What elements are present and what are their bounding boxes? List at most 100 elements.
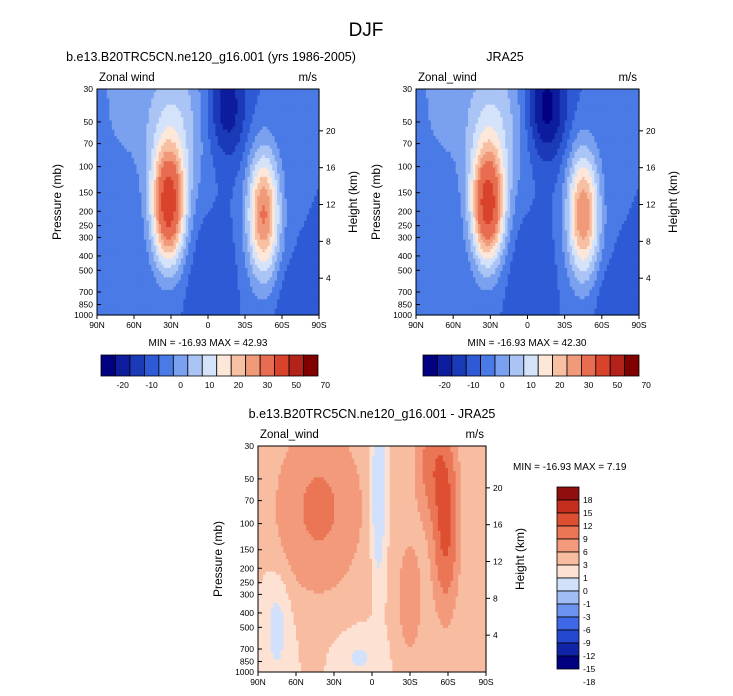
- contour-cell: [148, 117, 152, 121]
- contour-cell: [183, 173, 187, 178]
- contour-cell: [237, 154, 241, 159]
- contour-cell: [269, 110, 273, 115]
- contour-cell: [232, 120, 236, 125]
- contour-cell: [153, 104, 157, 109]
- contour-cell: [171, 158, 175, 162]
- contour-cell: [180, 164, 184, 169]
- contour-cell: [158, 107, 162, 112]
- contour-cell: [314, 145, 318, 150]
- contour-cell: [296, 154, 300, 159]
- contour-cell: [101, 245, 105, 250]
- contour-cell: [175, 186, 179, 191]
- contour-cell: [153, 245, 157, 250]
- contour-cell: [114, 192, 118, 197]
- contour-cell: [156, 114, 160, 118]
- contour-cell: [203, 183, 207, 187]
- contour-cell: [306, 198, 310, 203]
- contour-cell: [156, 167, 160, 172]
- contour-cell: [188, 202, 192, 206]
- contour-cell: [262, 214, 266, 219]
- contour-cell: [146, 151, 150, 156]
- contour-cell: [257, 255, 261, 260]
- contour-cell: [131, 132, 135, 137]
- contour-cell: [237, 145, 241, 150]
- contour-cell: [316, 148, 320, 153]
- contour-cell: [274, 151, 278, 156]
- contour-cell: [240, 180, 244, 184]
- contour-cell: [188, 236, 192, 241]
- contour-cell: [311, 142, 315, 147]
- contour-cell: [304, 214, 308, 219]
- contour-cell: [106, 176, 110, 181]
- contour-cell: [173, 252, 177, 256]
- contour-cell: [121, 158, 125, 162]
- contour-cell: [240, 245, 244, 250]
- contour-cell: [190, 132, 194, 137]
- contour-cell: [183, 217, 187, 222]
- contour-cell: [304, 120, 308, 125]
- contour-cell: [136, 202, 140, 206]
- contour-cell: [237, 183, 241, 187]
- contour-cell: [262, 180, 266, 184]
- contour-cell: [314, 104, 318, 109]
- contour-cell: [222, 107, 226, 112]
- contour-cell: [279, 189, 283, 194]
- contour-cell: [286, 173, 290, 178]
- contour-cell: [195, 123, 199, 128]
- contour-cell: [289, 230, 293, 234]
- contour-cell: [124, 198, 128, 203]
- contour-cell: [116, 208, 120, 213]
- contour-cell: [173, 92, 177, 96]
- contour-cell: [141, 258, 145, 263]
- contour-cell: [240, 148, 244, 153]
- contour-cell: [166, 132, 170, 137]
- contour-cell: [217, 186, 221, 191]
- contour-cell: [158, 126, 162, 131]
- contour-cell: [121, 95, 125, 100]
- contour-cell: [225, 114, 229, 118]
- contour-cell: [116, 136, 120, 140]
- contour-cell: [279, 151, 283, 156]
- contour-cell: [220, 92, 224, 96]
- contour-cell: [274, 142, 278, 147]
- contour-cell: [259, 151, 263, 156]
- contour-cell: [299, 117, 303, 121]
- contour-cell: [166, 189, 170, 194]
- contour-cell: [294, 151, 298, 156]
- contour-cell: [195, 186, 199, 191]
- contour-cell: [314, 195, 318, 200]
- contour-cell: [227, 110, 231, 115]
- contour-cell: [185, 132, 189, 137]
- contour-cell: [264, 126, 268, 131]
- contour-cell: [237, 170, 241, 175]
- contour-cell: [222, 233, 226, 238]
- contour-cell: [294, 195, 298, 200]
- contour-cell: [269, 123, 273, 128]
- contour-cell: [240, 223, 244, 228]
- contour-cell: [210, 117, 214, 121]
- contour-cell: [311, 227, 315, 231]
- contour-cell: [240, 176, 244, 181]
- contour-cell: [166, 173, 170, 178]
- contour-cell: [153, 233, 157, 238]
- contour-cell: [124, 104, 128, 109]
- contour-cell: [286, 214, 290, 219]
- contour-cell: [119, 95, 123, 100]
- contour-cell: [188, 101, 192, 106]
- contour-cell: [146, 192, 150, 197]
- contour-cell: [235, 89, 239, 93]
- contour-cell: [208, 176, 212, 181]
- contour-cell: [116, 227, 120, 231]
- contour-cell: [284, 158, 288, 162]
- contour-cell: [257, 126, 261, 131]
- contour-cell: [146, 173, 150, 178]
- contour-cell: [227, 104, 231, 109]
- contour-cell: [134, 158, 138, 162]
- contour-cell: [230, 148, 234, 153]
- contour-cell: [151, 151, 155, 156]
- contour-cell: [311, 245, 315, 250]
- contour-cell: [296, 114, 300, 118]
- contour-cell: [220, 239, 224, 244]
- contour-cell: [274, 158, 278, 162]
- contour-cell: [220, 255, 224, 260]
